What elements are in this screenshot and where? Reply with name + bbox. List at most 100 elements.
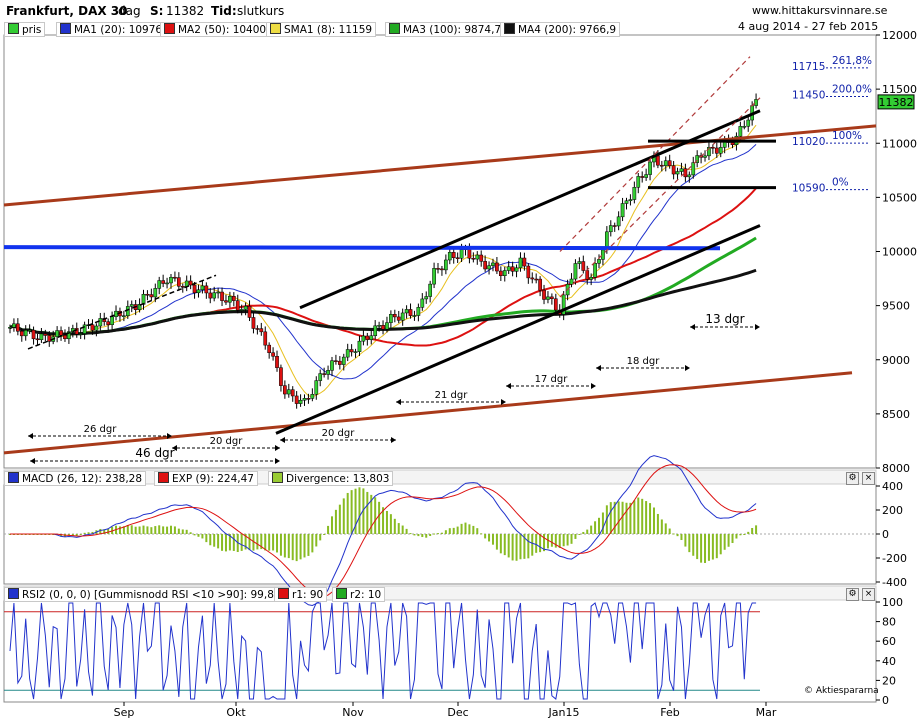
macd-histogram-bar [327,525,330,534]
macd-histogram-bar [558,534,561,548]
candle-body [122,315,126,317]
candle-body [581,261,586,271]
candle-body [279,367,283,386]
candle-body [475,254,480,260]
macd-histogram-bar [232,534,235,551]
day-span-label: 13 dgr [705,312,744,326]
candle-body [298,399,303,404]
arrow-left-icon [30,458,35,464]
fib-value-label: 11450 [792,90,825,102]
fib-projection-dashed-2 [559,97,761,298]
arrow-left-icon [28,433,33,439]
macd-histogram-bar [158,525,161,534]
copyright: © Aktiespararna [804,686,879,696]
macd-histogram-bar [201,534,204,539]
candle-body [161,280,165,284]
macd-histogram-bar [83,532,86,534]
macd-histogram-bar [499,534,502,554]
candle-body [231,295,236,301]
macd-histogram-bar [323,534,326,535]
candle-body [514,267,519,272]
arrow-right-icon [501,399,506,405]
candle-body [357,340,362,352]
day-span-label: 20 dgr [322,428,356,439]
macd-histogram-bar [723,534,726,550]
candle-body [628,199,633,202]
macd-histogram-bar [169,525,172,534]
candle-body [294,395,299,404]
macd-histogram-bar [118,526,121,534]
candle-body [369,335,374,340]
candle-body [377,325,381,327]
macd-histogram-bar [142,525,145,534]
candle-body [522,257,527,267]
macd-histogram-bar [221,534,224,551]
legend-label: Divergence: 13,803 [286,473,390,485]
candle-body [314,380,319,395]
candle-body [200,285,205,291]
macd-histogram-bar [107,528,110,534]
candle-body [659,164,664,167]
sma1-line [9,124,757,398]
arrow-left-icon [596,365,601,371]
macd-histogram-bar [87,532,90,534]
arrow-right-icon [167,433,172,439]
candle-body [204,285,209,294]
legend-swatch-icon [8,588,19,599]
arrow-right-icon [591,383,596,389]
macd-close-button[interactable]: × [862,472,875,485]
macd-histogram-bar [99,528,102,534]
candle-body [711,147,715,149]
candle-body [479,254,484,262]
macd-histogram-bar [193,534,196,536]
macd-histogram-bar [550,534,553,547]
macd-histogram-bar [79,534,82,535]
candle-body [263,331,268,346]
rsi-y-tick-label: 60 [882,635,896,648]
candle-body [98,318,103,327]
candle-body [585,270,590,280]
site-label: www.hittakursvinnare.se [752,4,888,17]
macd-y-tick-label: -400 [882,576,907,589]
macd-histogram-bar [543,534,546,552]
candle-body [683,168,688,178]
macd-histogram-bar [71,534,74,536]
candle-body [334,360,338,362]
macd-histogram-bar [546,534,549,549]
price-badge [877,94,915,110]
candle-body [416,307,421,316]
macd-signal-line [10,464,757,597]
macd-histogram-bar [601,512,604,534]
candle-body [110,316,114,325]
legend-swatch-icon [270,23,281,34]
macd-histogram-bar [126,524,129,534]
macd-histogram-bar [751,528,754,534]
macd-histogram-bar [629,502,632,534]
macd-histogram-bar [672,533,675,535]
candle-body [286,389,291,395]
ma1-line [9,144,757,380]
arrow-left-icon [280,437,285,443]
macd-histogram-bar [260,534,263,550]
candle-body [589,277,594,280]
macd-histogram-bar [433,533,436,535]
macd-histogram-bar [417,534,420,537]
support-line-10000 [3,245,721,251]
macd-histogram-bar [319,534,322,541]
macd-histogram-bar [704,534,707,563]
macd-histogram-bar [315,534,318,547]
macd-histogram-bar [276,534,279,553]
macd-histogram-bar [539,534,542,553]
macd-histogram-bar [189,532,192,534]
rsi-close-button[interactable]: × [862,588,875,601]
macd-histogram-bar [652,507,655,534]
candle-body [243,305,248,310]
arrow-left-icon [506,383,511,389]
macd-settings-button[interactable]: ⚙ [846,472,859,485]
candle-body [620,203,625,218]
rsi-settings-button[interactable]: ⚙ [846,588,859,601]
legend-swatch-icon [158,472,169,483]
candle-body [94,325,99,331]
legend-swatch-icon [164,23,175,34]
